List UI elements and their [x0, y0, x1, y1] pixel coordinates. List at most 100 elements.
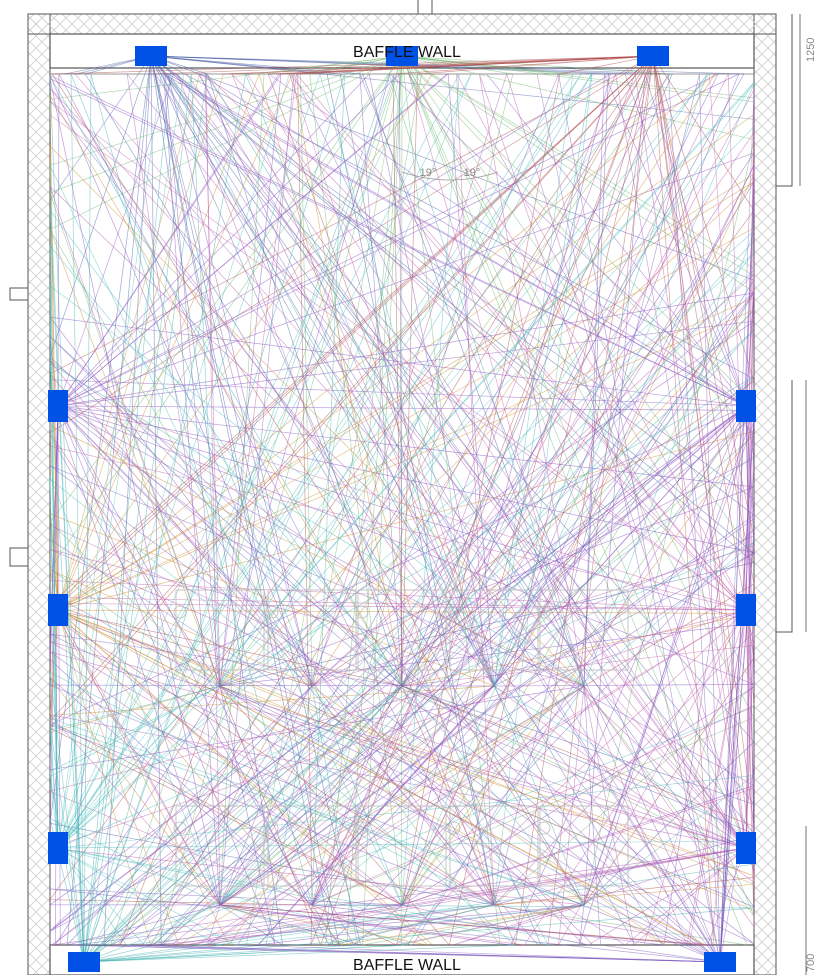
ray-line: [70, 73, 403, 963]
ray-line: [83, 685, 403, 963]
speaker-front-left: [135, 46, 167, 66]
seat-armrest: [447, 605, 461, 619]
seat-box: [357, 589, 447, 671]
ray-line: [57, 126, 755, 849]
seat-armrest: [447, 821, 461, 835]
ray-line: [49, 671, 495, 963]
ray-line: [49, 94, 403, 687]
ray-line: [150, 55, 673, 687]
ray-line: [49, 633, 721, 963]
ray-line: [57, 847, 413, 946]
ray-line: [719, 466, 755, 963]
ray-line: [658, 73, 747, 849]
angle-label-right: 19°: [464, 167, 481, 179]
ray-line: [49, 55, 403, 100]
ray-line: [57, 73, 740, 687]
ray-line: [578, 405, 747, 946]
ray-line: [150, 55, 745, 687]
ray-line: [57, 73, 653, 849]
ray-fan-rear-left: [49, 72, 755, 963]
ray-line: [745, 256, 755, 849]
ray-line: [49, 244, 585, 906]
ray-line: [719, 767, 755, 963]
ray-line: [49, 55, 403, 687]
ray-line: [57, 73, 433, 611]
ray-line: [583, 609, 747, 947]
ray-line: [57, 297, 755, 611]
ray-line: [83, 310, 755, 963]
seat-armrest: [265, 821, 279, 835]
dimension-bottom: 700: [805, 954, 817, 972]
seat-box: [267, 805, 357, 887]
speaker-front-center: [386, 46, 418, 66]
ray-line: [83, 944, 405, 963]
ray-line: [719, 90, 755, 963]
seat-box: [175, 805, 265, 887]
ray-line: [57, 847, 495, 946]
ray-line: [57, 405, 585, 946]
ray-line: [401, 535, 755, 963]
ray-line: [207, 685, 747, 946]
ray-line: [83, 72, 495, 963]
ray-line: [83, 685, 313, 963]
ray-line: [57, 309, 755, 687]
right-wall: [753, 13, 777, 975]
ray-line: [257, 405, 747, 946]
ray-line: [83, 73, 708, 963]
ray-line: [57, 609, 585, 946]
ray-line: [167, 73, 747, 687]
ray-line: [49, 55, 654, 906]
ray-line: [57, 609, 429, 946]
ray-line: [57, 405, 594, 946]
ray-line: [150, 55, 495, 906]
ray-line: [49, 405, 585, 771]
ray-line: [401, 55, 755, 269]
ray-line: [401, 55, 748, 946]
ray-line: [246, 73, 747, 849]
ray-line: [49, 188, 85, 963]
seat-armrest: [355, 605, 369, 619]
ray-line: [395, 609, 747, 946]
ray-line: [401, 55, 755, 557]
seat-armrest: [173, 821, 187, 835]
ray-line: [558, 609, 747, 946]
ray-line: [150, 55, 756, 806]
ray-line: [49, 55, 403, 166]
ray-line: [49, 393, 747, 611]
ray-line: [583, 55, 755, 906]
seat-box: [449, 805, 539, 887]
dimension-top: 1250: [805, 38, 817, 62]
ray-line: [289, 73, 747, 687]
ray-line: [219, 685, 747, 946]
ray-line: [359, 73, 721, 963]
ray-line: [49, 685, 221, 963]
speaker-rear-side-left: [48, 832, 68, 864]
ray-line: [57, 73, 200, 611]
ray-line: [49, 75, 403, 963]
ray-line: [49, 549, 747, 849]
ray-line: [49, 684, 721, 963]
top-baffle-wall-label: BAFFLE WALL: [353, 44, 461, 61]
seat-armrest: [173, 605, 187, 619]
ray-line: [236, 685, 721, 963]
ray-line: [150, 55, 362, 946]
left-wall-notch-lower: [9, 547, 28, 567]
angle-arc: [401, 171, 499, 181]
speaker-front-right: [637, 46, 669, 66]
ray-line: [49, 55, 152, 202]
ray-line: [49, 524, 747, 849]
ray-line: [49, 445, 747, 611]
ray-line: [49, 87, 747, 849]
ray-line: [392, 55, 654, 687]
ray-line: [150, 55, 755, 687]
ray-line: [311, 55, 514, 906]
ray-line: [401, 55, 654, 687]
ray-line: [83, 685, 358, 963]
ray-line: [83, 240, 755, 963]
ray-line: [49, 379, 747, 407]
ray-line: [125, 944, 721, 963]
seating-rows: [173, 589, 629, 887]
speaker-side-left-rear: [48, 594, 68, 626]
ray-line: [155, 73, 721, 963]
